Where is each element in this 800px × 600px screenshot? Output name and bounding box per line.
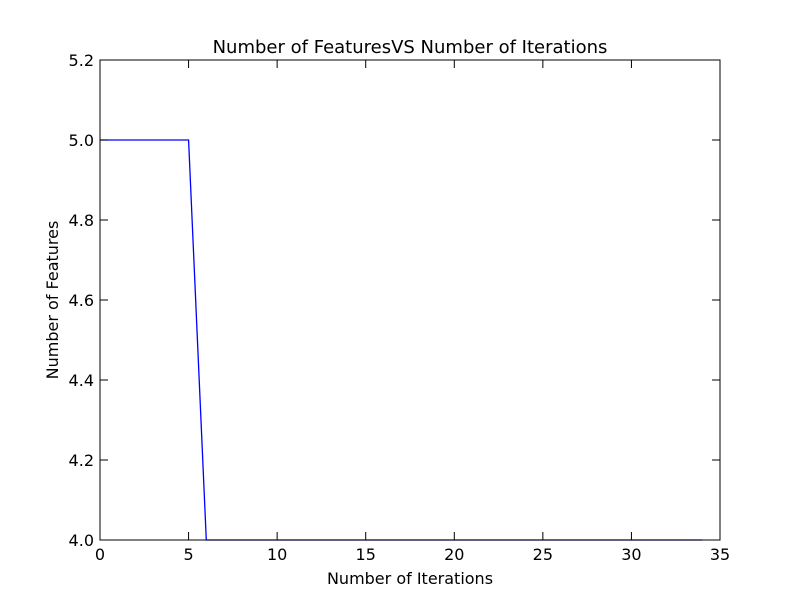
data-line-series-1 (100, 139, 703, 541)
plot-frame (99, 59, 721, 541)
x-tick-label: 5 (183, 545, 193, 564)
x-tick-label: 15 (356, 545, 376, 564)
x-tick-label: 30 (621, 545, 641, 564)
y-tick-label: 5.2 (69, 51, 94, 70)
x-tick-label: 35 (710, 545, 730, 564)
y-tick-label: 4.2 (69, 451, 94, 470)
x-tick-label: 0 (95, 545, 105, 564)
y-tick-label: 5.0 (69, 131, 94, 150)
x-tick-label: 20 (444, 545, 464, 564)
y-axis-label: Number of Features (43, 221, 62, 380)
x-tick-label: 25 (533, 545, 553, 564)
x-axis-label: Number of Iterations (327, 569, 493, 588)
y-tick-label: 4.8 (69, 211, 94, 230)
x-tick-label: 10 (267, 545, 287, 564)
y-tick-label: 4.0 (69, 531, 94, 550)
y-tick-label: 4.6 (69, 291, 94, 310)
chart-title: Number of FeaturesVS Number of Iteration… (213, 37, 608, 58)
y-tick-label: 4.4 (69, 371, 94, 390)
